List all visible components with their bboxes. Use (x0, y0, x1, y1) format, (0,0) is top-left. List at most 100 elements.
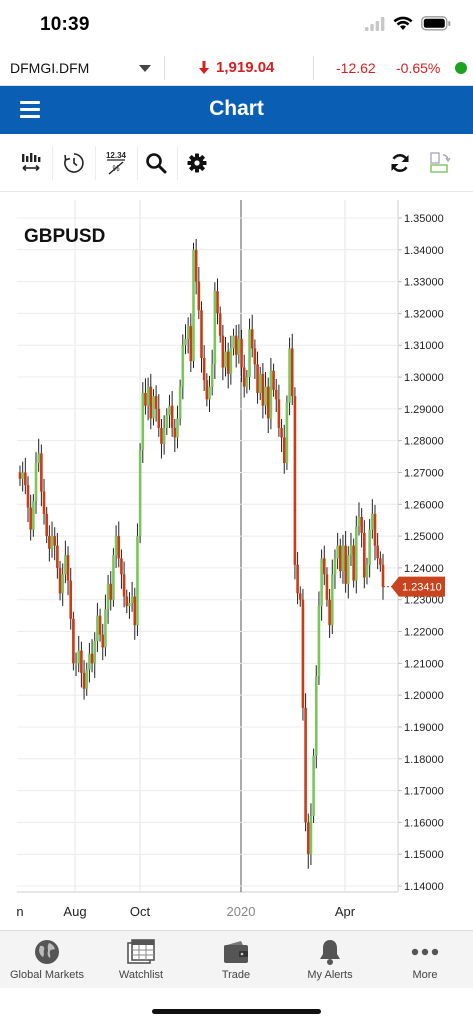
history-icon[interactable] (57, 146, 91, 180)
candle-body (168, 405, 171, 416)
indicator-label-bottom: % (112, 164, 119, 173)
candle-body (349, 545, 353, 556)
search-icon[interactable] (139, 146, 173, 180)
y-tick-label: 1.33000 (404, 277, 444, 289)
candle-body (125, 596, 129, 607)
candle-body (80, 650, 83, 673)
candle-body (120, 558, 123, 575)
candle-body (165, 415, 169, 428)
divider (164, 56, 165, 80)
divider (95, 146, 96, 180)
candle-body (112, 555, 115, 600)
settings-icon[interactable] (180, 146, 214, 180)
x-tick-label: Aug (63, 904, 86, 919)
candle-body (181, 345, 185, 387)
bell-icon (315, 937, 345, 967)
y-tick-label: 1.20000 (404, 690, 444, 702)
candle-body (194, 249, 198, 282)
bottom-nav: Global Markets Watchlist (0, 930, 473, 988)
more-icon (410, 937, 440, 967)
candle-body (280, 427, 283, 438)
candle-body (178, 386, 182, 419)
y-tick-label: 1.27000 (404, 467, 444, 479)
candle-body (229, 348, 233, 374)
candle-body (106, 583, 110, 610)
y-tick-label: 1.30000 (404, 372, 444, 384)
candle-body (368, 529, 371, 565)
y-tick-label: 1.24000 (404, 563, 444, 575)
candle-body (69, 580, 73, 619)
candle-body (290, 348, 294, 397)
candle-body (288, 348, 291, 403)
candle-body (371, 513, 374, 530)
tab-label: Global Markets (10, 969, 84, 981)
candle-body (312, 755, 315, 817)
candle-body (272, 370, 275, 390)
candle-body (149, 386, 153, 419)
candle-body (197, 281, 201, 311)
candle-body (234, 335, 238, 355)
tab-more[interactable]: More (378, 931, 472, 989)
candle-body (138, 450, 142, 537)
y-tick-label: 1.22000 (404, 627, 444, 639)
layout-toggle-icon[interactable] (423, 146, 457, 180)
market-status-dot (455, 62, 467, 74)
candle-body (45, 513, 48, 537)
candle-body (224, 351, 227, 368)
y-tick-label: 1.23000 (404, 595, 444, 607)
candle-body (363, 532, 366, 578)
candle-body (29, 507, 32, 530)
candle-body (61, 574, 65, 594)
candle-body (192, 249, 195, 362)
candle-body (264, 386, 267, 406)
candle-body (240, 338, 243, 368)
candle-body (376, 545, 379, 559)
candle-body (21, 472, 24, 479)
candle-body (40, 453, 43, 492)
y-tick-label: 1.32000 (404, 308, 444, 320)
candle-body (58, 567, 62, 594)
x-tick-label: n (16, 904, 23, 919)
candle-body (379, 558, 382, 565)
candle-body (218, 313, 222, 336)
candle-body (202, 357, 206, 381)
candle-body (37, 453, 40, 463)
chevron-down-icon[interactable] (139, 65, 151, 72)
tab-watchlist[interactable]: Watchlist (94, 931, 188, 989)
tab-my-alerts[interactable]: My Alerts (283, 931, 377, 989)
candle-body (274, 389, 278, 400)
candle-body (293, 396, 297, 565)
tab-global-markets[interactable]: Global Markets (0, 931, 94, 989)
tab-trade[interactable]: Trade (189, 931, 283, 989)
battery-icon (421, 16, 451, 31)
candle-body (42, 491, 46, 514)
divider (52, 146, 53, 180)
candle-body (130, 596, 134, 603)
candle-body (176, 418, 179, 438)
candle-body (330, 574, 334, 626)
x-tick-label: Oct (130, 904, 151, 919)
price-chart[interactable]: 1.35000 1.34000 1.33000 1.32000 1.31000 1.300… (0, 192, 473, 930)
indicator-values-icon[interactable]: 12.34 % (99, 146, 133, 180)
y-tick-label: 1.15000 (404, 849, 444, 861)
y-tick-label: 1.25000 (404, 531, 444, 543)
candle-body (136, 536, 139, 626)
status-bar: 10:39 (0, 0, 473, 50)
candle-body (144, 392, 147, 406)
ticker-price: 1,919.04 (198, 59, 274, 76)
hamburger-menu-icon[interactable] (20, 101, 40, 119)
last-price-badge (391, 576, 445, 597)
chart-type-icon[interactable] (14, 146, 48, 180)
candle-body (336, 545, 339, 559)
refresh-icon[interactable] (383, 146, 417, 180)
candle-body (304, 707, 307, 823)
chart-canvas[interactable]: 1.35000 1.34000 1.33000 1.32000 1.31000 1.300… (0, 192, 473, 930)
y-tick-label: 1.31000 (404, 340, 444, 352)
candle-body (184, 338, 187, 346)
candle-body (210, 364, 214, 387)
candle-body (322, 558, 326, 575)
symbol-selector[interactable]: DFMGI.DFM (10, 60, 90, 76)
globe-icon (32, 937, 62, 967)
candle-body (189, 326, 193, 362)
wallet-icon (221, 937, 251, 967)
